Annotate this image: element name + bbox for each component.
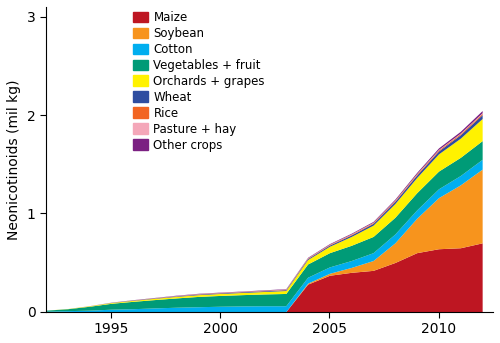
Legend: Maize, Soybean, Cotton, Vegetables + fruit, Orchards + grapes, Wheat, Rice, Past: Maize, Soybean, Cotton, Vegetables + fru…: [132, 10, 266, 153]
Y-axis label: Neonicotinoids (mil kg): Neonicotinoids (mil kg): [7, 79, 21, 239]
